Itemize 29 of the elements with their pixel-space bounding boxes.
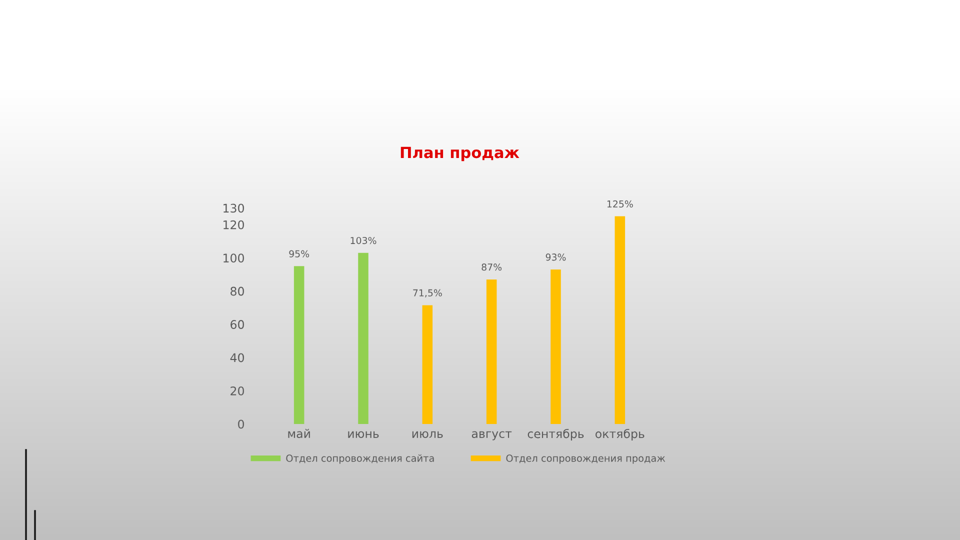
legend-label: Отдел сопровождения продаж: [506, 454, 666, 464]
data-label: 93%: [546, 254, 566, 261]
data-label: 95%: [289, 250, 310, 258]
bar: [486, 279, 497, 424]
data-label: 103%: [350, 236, 376, 244]
x-tick-label: сентябрь: [528, 428, 584, 440]
y-tick-label: 100: [224, 254, 244, 262]
y-tick-label: 20: [230, 386, 244, 396]
data-label: 125%: [607, 200, 633, 208]
x-tick-label: июнь: [348, 431, 379, 438]
y-tick-label: 120: [224, 220, 244, 230]
bar: [294, 266, 304, 424]
x-tick-label: май: [288, 428, 310, 438]
bar: [550, 269, 561, 424]
y-tick-label: 0: [238, 420, 244, 429]
x-tick-label: август: [472, 431, 512, 440]
y-tick-label: 60: [230, 320, 244, 329]
y-tick-label: 130: [224, 204, 244, 213]
data-label: 87%: [482, 264, 502, 271]
bar: [422, 305, 433, 424]
bar: [614, 216, 626, 424]
x-tick-label: октябрь: [596, 428, 644, 440]
legend-label: Отдел сопровождения сайта: [286, 454, 434, 464]
data-label: 71,5%: [413, 289, 442, 298]
x-tick-label: июль: [412, 431, 443, 438]
chart-title: План продаж: [400, 146, 520, 162]
bar: [358, 252, 368, 424]
y-tick-label: 80: [230, 286, 244, 296]
y-tick-label: 40: [230, 353, 244, 362]
